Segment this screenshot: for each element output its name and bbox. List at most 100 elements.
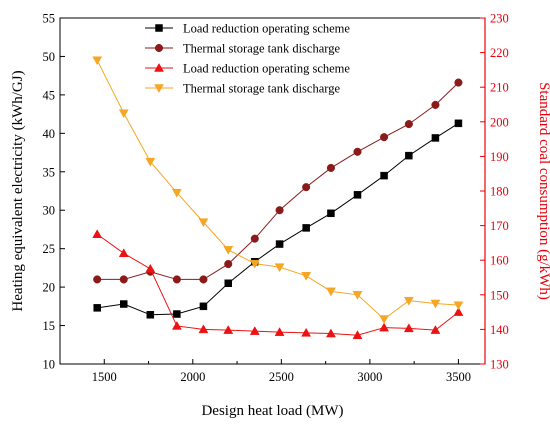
data-point bbox=[403, 323, 414, 333]
data-point bbox=[171, 320, 182, 330]
data-point bbox=[275, 240, 284, 248]
data-point bbox=[93, 304, 101, 312]
y-right-tick-label: 230 bbox=[490, 12, 509, 26]
data-point bbox=[249, 326, 260, 335]
data-point bbox=[198, 218, 209, 228]
y-right-tick-label: 160 bbox=[490, 254, 509, 268]
data-point bbox=[352, 330, 363, 340]
data-point bbox=[145, 263, 156, 273]
y-left-tick-label: 30 bbox=[43, 204, 56, 218]
data-point bbox=[430, 325, 441, 334]
data-point bbox=[92, 56, 103, 66]
data-point bbox=[224, 259, 233, 269]
data-point bbox=[353, 147, 362, 156]
data-point bbox=[275, 206, 284, 215]
y-left-tick-label: 20 bbox=[43, 281, 56, 295]
data-point bbox=[326, 287, 336, 297]
series-4 bbox=[92, 56, 464, 325]
legend-item: Load reduction operating scheme bbox=[145, 22, 350, 36]
data-point bbox=[431, 100, 440, 109]
series-line bbox=[97, 122, 459, 316]
x-tick-label: 2000 bbox=[180, 370, 205, 384]
y-left-tick-label: 45 bbox=[43, 88, 56, 102]
legend-marker bbox=[154, 84, 164, 94]
data-point bbox=[431, 134, 440, 142]
data-point bbox=[301, 272, 312, 281]
data-point bbox=[380, 171, 388, 180]
y-right-tick-label: 150 bbox=[490, 288, 509, 302]
data-point bbox=[379, 315, 389, 325]
data-point bbox=[404, 120, 413, 129]
y-left-tick-label: 15 bbox=[43, 319, 56, 333]
data-point bbox=[199, 275, 208, 284]
y-left-tick-label: 25 bbox=[43, 242, 56, 256]
y-right-tick-label: 200 bbox=[490, 115, 509, 129]
data-point bbox=[380, 133, 389, 142]
data-point bbox=[453, 301, 464, 311]
data-point bbox=[223, 325, 234, 334]
x-tick-label: 3000 bbox=[357, 370, 382, 384]
data-point bbox=[250, 234, 259, 243]
data-point bbox=[120, 300, 128, 308]
data-point bbox=[119, 275, 128, 284]
y-left-tick-label: 35 bbox=[43, 165, 56, 179]
legend-label: Thermal storage tank discharge bbox=[183, 82, 340, 96]
y-axis-left-title: Heating equivalent electricity (kWh/GJ) bbox=[10, 70, 26, 311]
legend-item: Thermal storage tank discharge bbox=[145, 42, 340, 56]
data-point bbox=[93, 275, 102, 284]
data-point bbox=[173, 310, 181, 318]
data-point bbox=[326, 163, 335, 172]
legend-label: Load reduction operating scheme bbox=[183, 22, 350, 36]
data-point bbox=[326, 328, 336, 338]
data-point bbox=[118, 109, 129, 119]
data-point bbox=[302, 183, 311, 192]
y-right-tick-label: 220 bbox=[490, 46, 509, 60]
data-point bbox=[172, 275, 181, 284]
data-point bbox=[453, 307, 464, 316]
y-axis-right-title: Standard coal consumption (g/kWh) bbox=[536, 82, 550, 300]
y-right-tick-label: 170 bbox=[490, 219, 509, 233]
data-point bbox=[405, 151, 413, 160]
data-point bbox=[274, 263, 285, 273]
y-left-tick-label: 50 bbox=[43, 50, 56, 64]
data-point bbox=[146, 311, 155, 319]
y-right-tick-label: 130 bbox=[490, 358, 509, 372]
data-point bbox=[199, 302, 208, 311]
data-point bbox=[224, 279, 232, 288]
data-point bbox=[454, 78, 463, 87]
data-point bbox=[223, 246, 234, 255]
series-1 bbox=[93, 119, 463, 319]
x-tick-label: 1500 bbox=[92, 370, 117, 384]
legend: Load reduction operating scheme Thermal s… bbox=[145, 22, 350, 96]
series-line bbox=[96, 233, 459, 336]
series-2 bbox=[93, 78, 463, 284]
y-right-tick-label: 210 bbox=[490, 81, 509, 95]
legend-marker bbox=[154, 43, 164, 53]
series-line bbox=[97, 82, 459, 280]
series-3 bbox=[92, 229, 464, 340]
y-left-tick-label: 55 bbox=[43, 12, 56, 26]
y-axis-right: 130 140 150 160 170 180 190 200 210 220 230 bbox=[480, 12, 509, 372]
data-point bbox=[274, 327, 285, 336]
data-point bbox=[301, 327, 312, 337]
x-tick-label: 3500 bbox=[446, 370, 471, 384]
data-point bbox=[403, 296, 414, 306]
data-point bbox=[198, 324, 209, 334]
legend-marker bbox=[154, 62, 164, 72]
legend-marker bbox=[155, 24, 163, 32]
y-left-tick-label: 10 bbox=[43, 358, 56, 372]
x-axis-title: Design heat load (MW) bbox=[201, 403, 343, 419]
data-point bbox=[327, 209, 335, 218]
legend-item: Load reduction operating scheme bbox=[145, 62, 350, 76]
data-point bbox=[171, 188, 182, 198]
data-point bbox=[430, 299, 441, 309]
legend-label: Thermal storage tank discharge bbox=[183, 42, 340, 56]
y-axis-left: 10 15 20 25 30 35 40 45 50 55 bbox=[43, 12, 65, 372]
y-right-tick-label: 190 bbox=[490, 150, 509, 164]
data-point bbox=[145, 157, 156, 167]
data-point bbox=[454, 119, 463, 128]
data-point bbox=[92, 229, 103, 238]
legend-item: Thermal storage tank discharge bbox=[145, 82, 340, 96]
data-point bbox=[118, 248, 129, 258]
